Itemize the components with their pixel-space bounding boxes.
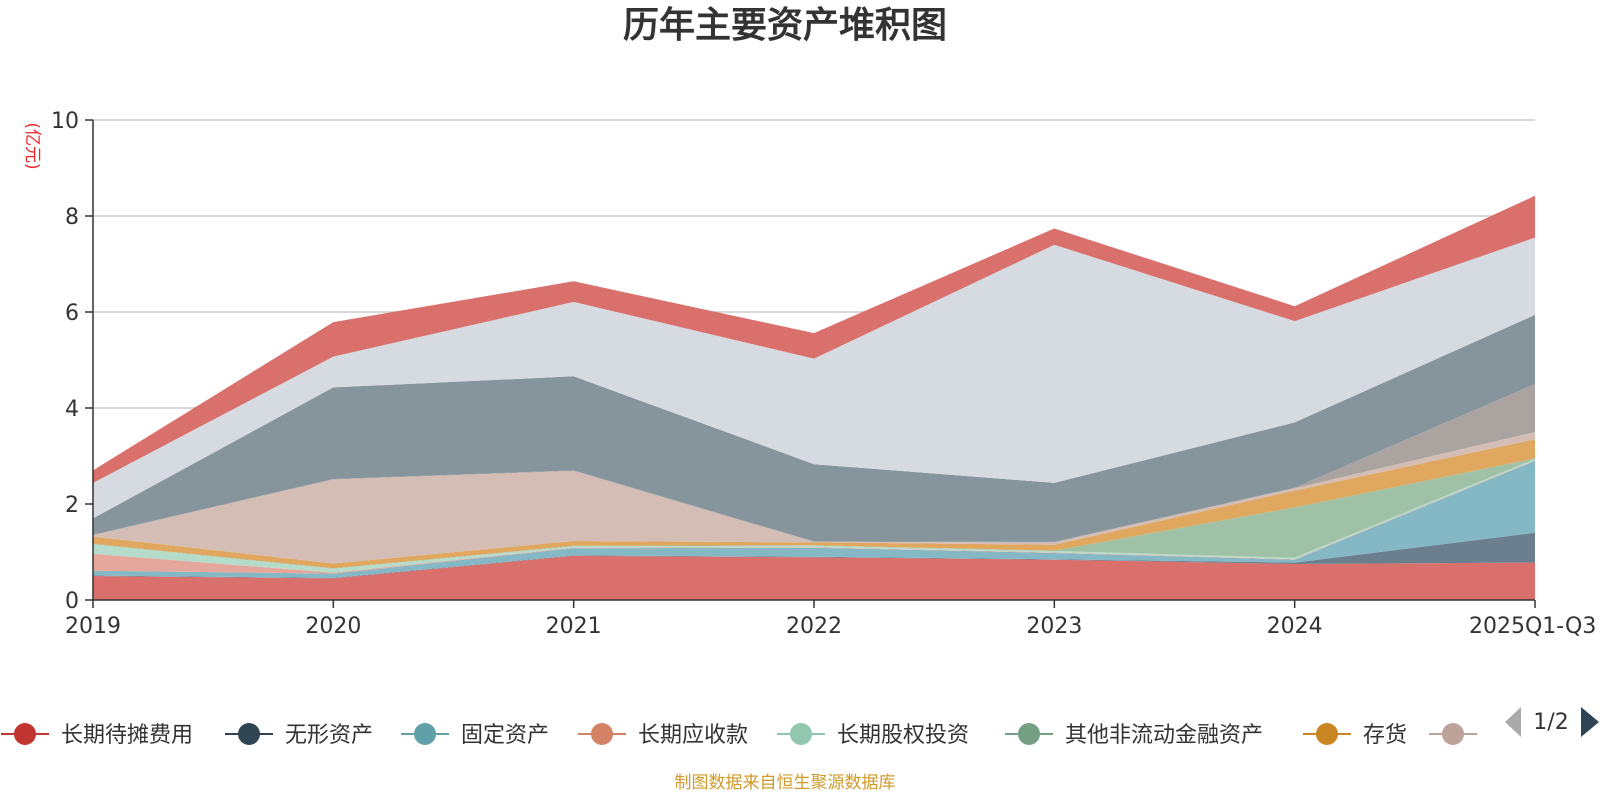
- area-series-3: [93, 460, 1535, 578]
- legend-marker-icon: [1018, 723, 1040, 745]
- legend-label: 其他非流动金融资产: [1065, 723, 1263, 748]
- legend-label: 长期股权投资: [837, 723, 969, 748]
- x-tick-label: 2019: [65, 614, 121, 639]
- x-tick-label: 2021: [546, 614, 602, 639]
- legend-label: 长期应收款: [638, 723, 748, 748]
- legend-marker-icon: [414, 723, 436, 745]
- legend-marker-icon: [238, 723, 260, 745]
- legend-label: 长期待摊费用: [61, 723, 193, 748]
- legend-marker-icon: [1316, 723, 1338, 745]
- y-tick-label: 0: [65, 589, 79, 614]
- legend-item[interactable]: 长期待摊费用: [1, 723, 193, 748]
- x-tick-label: 2024: [1267, 614, 1323, 639]
- legend-pager: 1/2: [1505, 707, 1599, 737]
- legend-marker-icon: [790, 723, 812, 745]
- legend-item[interactable]: 固定资产: [401, 723, 549, 748]
- legend-item[interactable]: 存货: [1303, 723, 1407, 748]
- legend-label: 无形资产: [285, 723, 373, 748]
- area-series-11: [93, 237, 1535, 519]
- area-series-7: [93, 439, 1535, 569]
- legend-label: 固定资产: [461, 723, 549, 748]
- legend-marker-icon: [14, 723, 36, 745]
- area-series: [93, 195, 1535, 600]
- legend-prev-icon[interactable]: [1505, 707, 1521, 737]
- legend-item[interactable]: 长期股权投资: [777, 723, 969, 748]
- area-series-5: [93, 458, 1535, 573]
- x-tick-label: 2025Q1-Q3: [1469, 614, 1596, 639]
- y-tick-label: 8: [65, 205, 79, 230]
- x-tick-label: 2022: [786, 614, 842, 639]
- area-series-8: [93, 432, 1535, 564]
- axes: 0 2 4 6 8 10 2019 2020 2021 2022 2023 2024 2025Q1-Q3: [51, 109, 1596, 639]
- legend-label: 存货: [1363, 723, 1407, 748]
- y-tick-label: 6: [65, 301, 79, 326]
- legend-next-icon[interactable]: [1581, 707, 1599, 737]
- area-series-10: [93, 314, 1535, 542]
- y-tick-label: 10: [51, 109, 79, 134]
- y-tick-label: 2: [65, 493, 79, 518]
- legend: 长期待摊费用 无形资产 固定资产 长期应收款 长期股权投资 其他非流动金融资产 存货: [1, 723, 1477, 748]
- legend-item[interactable]: 长期应收款: [578, 723, 748, 748]
- area-series-6: [93, 458, 1535, 569]
- area-series-1: [93, 555, 1535, 600]
- legend-marker-icon: [591, 723, 613, 745]
- area-series-2: [93, 532, 1535, 579]
- y-tick-label: 4: [65, 397, 79, 422]
- chart-title: 历年主要资产堆积图: [623, 5, 947, 46]
- x-tick-label: 2020: [305, 614, 361, 639]
- legend-marker-icon: [1442, 723, 1464, 745]
- x-tick-label: 2023: [1026, 614, 1082, 639]
- legend-page-indicator: 1/2: [1533, 710, 1568, 735]
- legend-item[interactable]: [1429, 723, 1477, 745]
- legend-item[interactable]: 无形资产: [225, 723, 373, 748]
- data-source-note: 制图数据来自恒生聚源数据库: [675, 773, 896, 793]
- y-axis-label: (亿元): [22, 122, 42, 169]
- legend-item[interactable]: 其他非流动金融资产: [1005, 723, 1263, 748]
- area-series-12: [93, 195, 1535, 483]
